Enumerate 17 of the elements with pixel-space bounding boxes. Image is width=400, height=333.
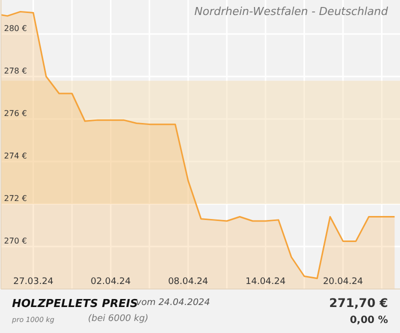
text: 271,70 € <box>329 296 388 310</box>
text: 0,00 % <box>350 315 388 326</box>
text: (bei 6000 kg) <box>88 314 148 324</box>
y-tick-label: 278 € <box>4 66 27 76</box>
x-tick-label: 08.04.24 <box>168 277 208 287</box>
y-tick-label: 270 € <box>4 236 27 246</box>
text: HOLZPELLETS PREIS <box>12 297 138 310</box>
y-tick-label: 272 € <box>4 194 27 203</box>
x-tick-label: 20.04.24 <box>322 277 364 287</box>
y-tick-label: 280 € <box>4 24 27 33</box>
text: Nordrhein-Westfalen - Deutschland <box>194 5 388 18</box>
x-tick-label: 02.04.24 <box>90 277 132 287</box>
y-tick-label: 276 € <box>4 109 27 118</box>
x-tick-label: 27.03.24 <box>13 277 54 287</box>
text: vom 24.04.2024 <box>136 298 210 308</box>
x-tick-label: 14.04.24 <box>246 277 286 287</box>
y-tick-label: 274 € <box>4 152 27 160</box>
